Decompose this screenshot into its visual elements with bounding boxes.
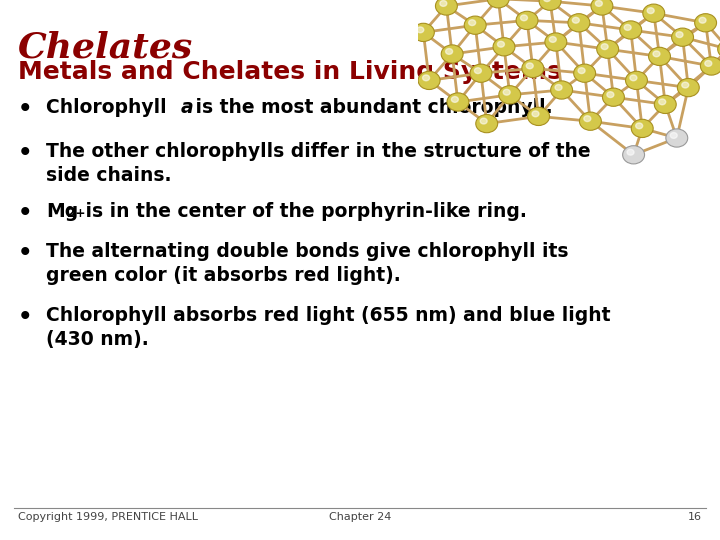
Circle shape	[417, 27, 424, 33]
Circle shape	[701, 57, 720, 75]
Circle shape	[676, 32, 683, 38]
Circle shape	[493, 38, 515, 56]
Circle shape	[654, 95, 676, 113]
Circle shape	[436, 0, 457, 15]
Circle shape	[580, 112, 601, 130]
Text: Mg: Mg	[46, 202, 78, 221]
Circle shape	[487, 0, 509, 8]
Text: Copyright 1999, PRENTICE HALL: Copyright 1999, PRENTICE HALL	[18, 512, 198, 522]
Text: is the most abundant chlorophyll.: is the most abundant chlorophyll.	[189, 98, 553, 117]
Text: 16: 16	[688, 512, 702, 522]
Text: •: •	[18, 242, 32, 265]
Circle shape	[464, 16, 486, 35]
Circle shape	[627, 150, 634, 155]
Text: Chlorophyll absorbs red light (655 nm) and blue light
(430 nm).: Chlorophyll absorbs red light (655 nm) a…	[46, 306, 611, 349]
Circle shape	[601, 44, 608, 50]
Circle shape	[624, 24, 631, 30]
Circle shape	[595, 1, 603, 6]
Circle shape	[526, 63, 534, 69]
Circle shape	[584, 116, 591, 122]
Circle shape	[528, 107, 549, 125]
Circle shape	[480, 118, 487, 124]
Circle shape	[653, 51, 660, 57]
Circle shape	[532, 111, 539, 117]
Circle shape	[522, 59, 544, 78]
Circle shape	[441, 45, 463, 63]
Circle shape	[636, 123, 643, 129]
Circle shape	[672, 28, 693, 46]
Circle shape	[446, 49, 453, 55]
Circle shape	[591, 0, 613, 15]
Circle shape	[539, 0, 561, 10]
Circle shape	[682, 82, 689, 88]
Circle shape	[631, 119, 653, 138]
Circle shape	[607, 92, 614, 98]
Circle shape	[516, 11, 538, 30]
Text: The other chlorophylls differ in the structure of the
side chains.: The other chlorophylls differ in the str…	[46, 142, 590, 185]
Circle shape	[572, 17, 580, 23]
Text: Chelates: Chelates	[18, 30, 193, 64]
Circle shape	[578, 68, 585, 73]
Circle shape	[544, 0, 551, 2]
Circle shape	[623, 146, 644, 164]
Circle shape	[451, 97, 459, 103]
Circle shape	[503, 89, 510, 95]
Circle shape	[630, 75, 637, 81]
Text: Chlorophyll: Chlorophyll	[46, 98, 173, 117]
Circle shape	[551, 81, 572, 99]
Text: Metals and Chelates in Living Systems: Metals and Chelates in Living Systems	[18, 60, 562, 84]
Circle shape	[705, 60, 712, 66]
Text: The alternating double bonds give chlorophyll its
green color (it absorbs red li: The alternating double bonds give chloro…	[46, 242, 569, 285]
Circle shape	[521, 15, 528, 21]
Text: a: a	[181, 98, 194, 117]
Circle shape	[474, 68, 482, 73]
Circle shape	[476, 114, 498, 133]
Circle shape	[678, 78, 699, 97]
Circle shape	[597, 40, 618, 58]
Circle shape	[670, 132, 678, 138]
Circle shape	[555, 85, 562, 90]
Circle shape	[469, 20, 476, 25]
Text: Chapter 24: Chapter 24	[329, 512, 391, 522]
Circle shape	[603, 88, 624, 106]
Circle shape	[418, 71, 440, 90]
Text: •: •	[18, 202, 32, 225]
Text: 2+: 2+	[67, 207, 85, 220]
Circle shape	[620, 21, 642, 39]
Text: •: •	[18, 306, 32, 329]
Circle shape	[499, 86, 521, 104]
Circle shape	[647, 8, 654, 14]
Text: is in the center of the porphyrin-like ring.: is in the center of the porphyrin-like r…	[79, 202, 527, 221]
Circle shape	[574, 64, 595, 82]
Circle shape	[447, 93, 469, 111]
Circle shape	[568, 14, 590, 32]
Circle shape	[695, 14, 716, 32]
Circle shape	[498, 42, 505, 47]
Circle shape	[549, 37, 557, 42]
Circle shape	[470, 64, 492, 82]
Circle shape	[440, 1, 447, 6]
Circle shape	[545, 33, 567, 51]
Circle shape	[626, 71, 647, 90]
Circle shape	[666, 129, 688, 147]
Circle shape	[423, 75, 430, 81]
Text: •: •	[18, 142, 32, 165]
Circle shape	[643, 4, 665, 22]
Circle shape	[718, 40, 720, 58]
Circle shape	[699, 17, 706, 23]
Circle shape	[649, 48, 670, 65]
Circle shape	[413, 23, 434, 42]
Circle shape	[659, 99, 666, 105]
Text: •: •	[18, 98, 32, 121]
